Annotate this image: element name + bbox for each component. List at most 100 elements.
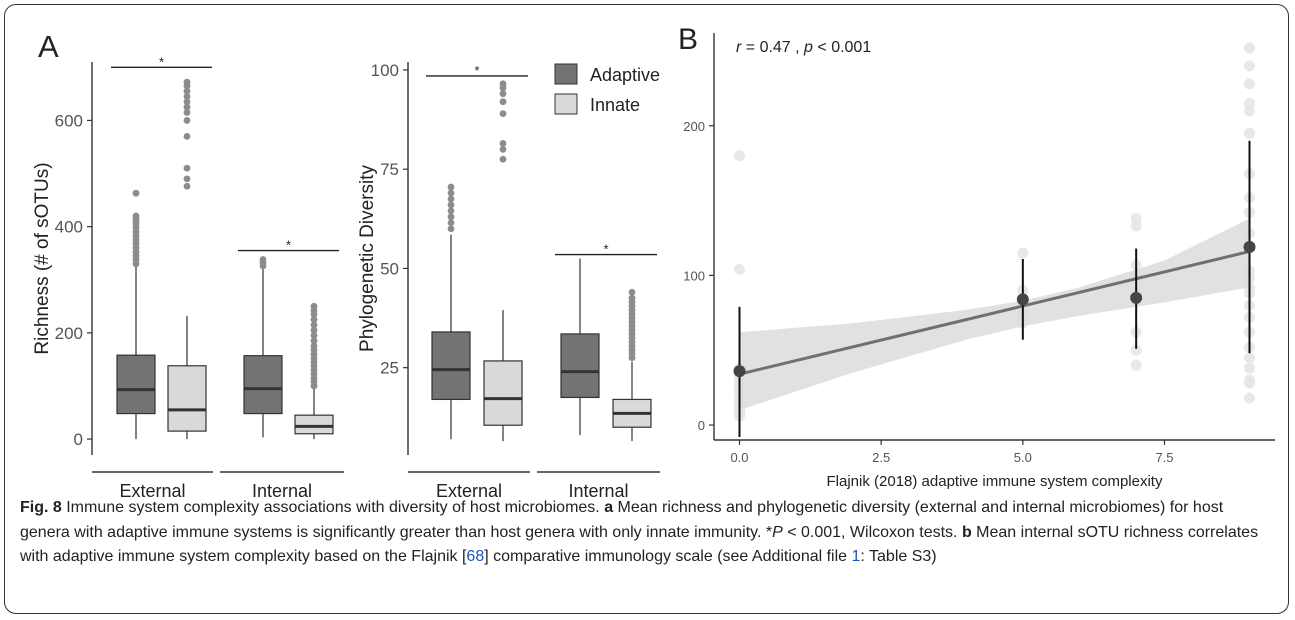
box-external-adaptive	[431, 183, 471, 440]
mean-point-group	[1243, 140, 1256, 354]
x-axis-title: Flajnik (2018) adaptive immune system co…	[827, 473, 1163, 490]
background-point	[734, 263, 745, 275]
outlier-point	[310, 342, 318, 350]
outlier-point	[183, 164, 191, 172]
mean-point	[733, 365, 746, 378]
outlier-point	[447, 225, 455, 233]
outlier-point	[447, 219, 455, 227]
background-point	[1244, 127, 1255, 139]
outlier-point	[499, 98, 507, 106]
outlier-point	[132, 212, 140, 220]
outlier-point	[628, 294, 636, 302]
y-tick-label: 75	[380, 160, 399, 179]
y-tick-label: 100	[371, 61, 399, 80]
y-tick-label: 600	[55, 111, 83, 130]
y-tick-label: 0	[74, 430, 83, 449]
outlier-point	[499, 145, 507, 153]
caption-ref-68-link[interactable]: 68	[466, 548, 485, 565]
caption-a-text2: < 0.001, Wilcoxon tests.	[782, 523, 958, 541]
y-axis-title: Richness (# of sOTUs)	[32, 162, 53, 354]
outlier-point	[183, 132, 191, 140]
y-tick-label: 50	[380, 259, 399, 278]
outlier-point	[259, 256, 267, 263]
significance-star: *	[286, 238, 291, 253]
caption-p-symbol: P	[772, 523, 783, 541]
outlier-point	[183, 87, 191, 95]
outlier-point	[499, 90, 507, 98]
legend-label-innate: Innate	[590, 95, 640, 115]
significance-star: *	[159, 54, 164, 69]
outlier-point	[183, 109, 191, 116]
caption-b-text3: : Table S3)	[860, 548, 937, 565]
outlier-point	[183, 175, 191, 183]
background-point	[1244, 60, 1255, 72]
y-tick-label: 0	[698, 418, 705, 433]
mean-point-group	[1016, 258, 1029, 340]
mean-point-group	[1130, 248, 1143, 349]
correlation-scatterplot: 0 100 200 0.0 2.5 5.0 7.5 Flajnik (2018) adapti…	[683, 33, 1275, 490]
correlation-annotation: r = 0.47 , p < 0.001	[736, 39, 871, 56]
outlier-point	[310, 326, 318, 334]
box-internal-innate	[294, 302, 334, 440]
background-point	[1244, 362, 1255, 374]
legend-label-adaptive: Adaptive	[590, 65, 660, 85]
legend: Adaptive Innate	[554, 63, 660, 115]
outlier-point	[447, 189, 455, 197]
facet-label-external: External	[119, 481, 185, 501]
x-tick-label: 5.0	[1014, 450, 1032, 465]
mean-point	[1243, 240, 1256, 253]
background-point	[1244, 42, 1255, 54]
outlier-point	[183, 103, 191, 111]
phylogenetic-diversity-boxplot: 25 50 75 100 Phylogenetic Diversity External I…	[357, 61, 660, 501]
box-iqr	[483, 360, 523, 426]
x-tick-label: 7.5	[1155, 450, 1173, 465]
outlier-point	[310, 321, 318, 329]
outlier-point	[499, 139, 507, 147]
outlier-point	[499, 155, 507, 163]
background-point	[1244, 105, 1255, 117]
significance-star: *	[474, 63, 479, 78]
background-point	[1244, 352, 1255, 364]
outlier-point	[499, 110, 507, 118]
caption-b-text2: ] comparative immunology scale (see Addi…	[484, 548, 852, 565]
x-tick-label: 2.5	[872, 450, 890, 465]
background-point	[1244, 377, 1255, 389]
outlier-point	[183, 98, 191, 106]
y-tick-label: 200	[683, 119, 705, 134]
outlier-point	[132, 189, 140, 197]
outlier-point	[447, 201, 455, 209]
outlier-point	[183, 117, 191, 124]
box-iqr	[560, 333, 600, 399]
outlier-point	[183, 93, 191, 100]
mean-point-group	[733, 306, 746, 438]
box-external-innate	[483, 80, 523, 442]
outlier-point	[183, 182, 191, 190]
facet-label-internal: Internal	[252, 481, 312, 501]
richness-boxplot: 0 200 400 600 Richness (# of sOTUs) External I…	[32, 54, 344, 501]
x-tick-label: 0.0	[730, 450, 748, 465]
caption-a-label: a	[604, 499, 614, 516]
y-axis-title: Phylogenetic Diversity	[357, 165, 378, 352]
box-iqr	[294, 414, 334, 435]
outlier-point	[447, 183, 455, 191]
y-tick-label: 100	[683, 268, 705, 283]
mean-point	[1016, 293, 1029, 306]
outlier-point	[628, 288, 636, 296]
box-internal-adaptive	[243, 256, 283, 438]
facet-label-internal: Internal	[568, 481, 628, 501]
outlier-point	[447, 213, 455, 221]
y-tick-label: 400	[55, 218, 83, 237]
outlier-point	[310, 316, 318, 323]
outlier-point	[310, 332, 318, 339]
caption-a-text: Mean richness and phylogenetic diversity…	[20, 499, 1224, 541]
caption-b-text1: Mean internal sOTU richness correlates w…	[20, 523, 1259, 566]
facet-label-external: External	[436, 481, 502, 501]
regression-line	[739, 250, 1250, 376]
outlier-point	[310, 337, 318, 345]
caption-ref-1-link[interactable]: 1	[851, 548, 861, 565]
box-external-innate	[167, 78, 207, 440]
background-point	[1244, 78, 1255, 90]
mean-point	[1130, 291, 1143, 304]
panel-letter-a: A	[38, 29, 59, 64]
